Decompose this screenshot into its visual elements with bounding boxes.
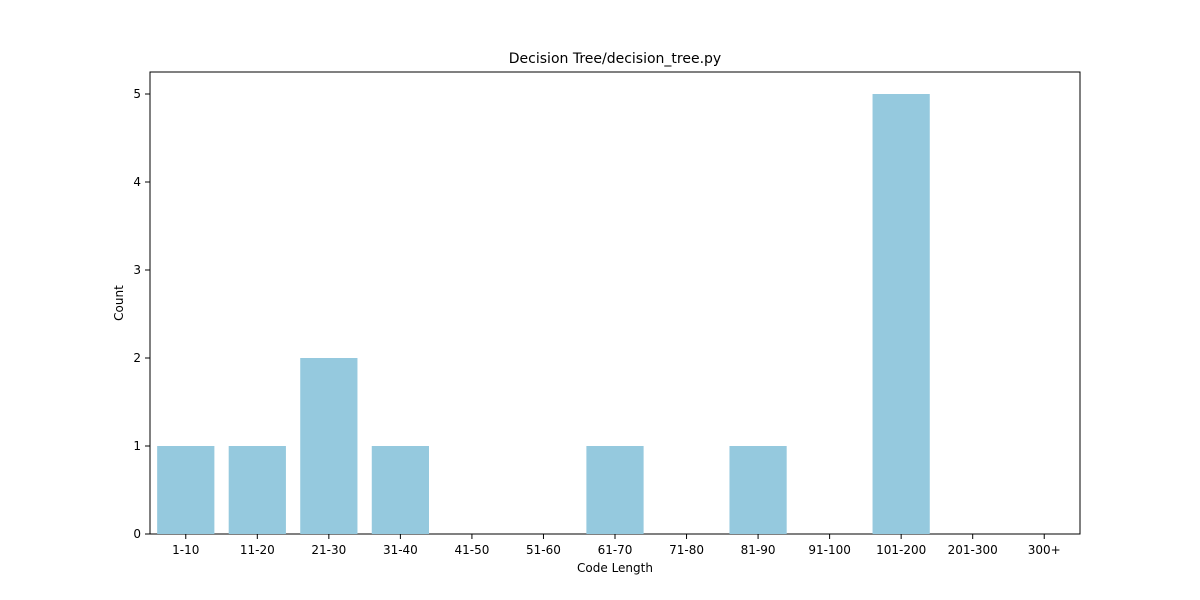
x-tick-label: 1-10 — [172, 543, 199, 557]
y-tick-label: 0 — [133, 527, 141, 541]
x-tick-label: 21-30 — [311, 543, 346, 557]
x-tick-label: 300+ — [1028, 543, 1061, 557]
x-tick-label: 71-80 — [669, 543, 704, 557]
x-tick-label: 201-300 — [948, 543, 998, 557]
x-axis-ticks: 1-10 11-20 21-30 31-40 41-50 51-60 61-70 71-80 8… — [172, 534, 1061, 557]
x-tick-label: 101-200 — [876, 543, 926, 557]
y-tick-label: 5 — [133, 87, 141, 101]
y-axis-label: Count — [112, 285, 126, 321]
chart-title: Decision Tree/decision_tree.py — [509, 51, 721, 67]
bar-31-40 — [371, 446, 429, 534]
x-tick-label: 11-20 — [240, 543, 275, 557]
bars — [157, 94, 930, 534]
x-tick-label: 81-90 — [741, 543, 776, 557]
y-tick-label: 4 — [133, 175, 141, 189]
x-tick-label: 41-50 — [454, 543, 489, 557]
bar-101-200 — [872, 94, 930, 534]
x-tick-label: 51-60 — [526, 543, 561, 557]
x-axis-label: Code Length — [577, 561, 653, 575]
x-tick-label: 61-70 — [598, 543, 633, 557]
bar-61-70 — [586, 446, 644, 534]
x-tick-label: 91-100 — [808, 543, 851, 557]
x-tick-label: 31-40 — [383, 543, 418, 557]
y-tick-label: 3 — [133, 263, 141, 277]
bar-1-10 — [157, 446, 215, 534]
y-tick-label: 2 — [133, 351, 141, 365]
y-tick-label: 1 — [133, 439, 141, 453]
y-axis-ticks: 0 1 2 3 4 5 — [133, 87, 150, 541]
bar-81-90 — [729, 446, 787, 534]
bar-21-30 — [300, 358, 358, 534]
bar-11-20 — [228, 446, 286, 534]
